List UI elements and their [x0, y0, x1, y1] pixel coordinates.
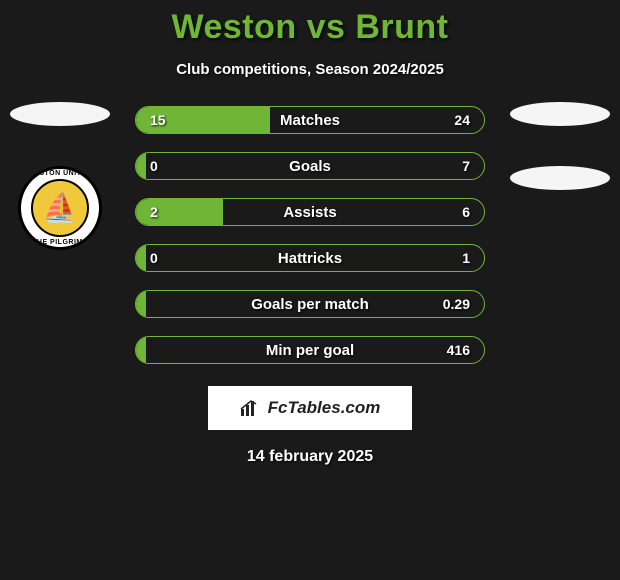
- stat-row: 2Assists6: [135, 198, 485, 226]
- club-badge-inner: ⛵: [31, 179, 89, 237]
- stat-right-value: 6: [462, 199, 470, 225]
- stat-label: Goals: [136, 153, 484, 179]
- comparison-card: Weston vs Brunt Club competitions, Seaso…: [0, 0, 620, 466]
- left-clubs-column: BOSTON UNITED ⛵ THE PILGRIMS: [10, 102, 110, 250]
- stat-label: Goals per match: [136, 291, 484, 317]
- fctables-logo-icon: [240, 399, 262, 417]
- stat-row: 0Hattricks1: [135, 244, 485, 272]
- subtitle: Club competitions, Season 2024/2025: [0, 61, 620, 78]
- club-badge-placeholder-right-2: [510, 166, 610, 190]
- stat-right-value: 0.29: [443, 291, 470, 317]
- right-clubs-column: [510, 102, 610, 230]
- stat-row: 15Matches24: [135, 106, 485, 134]
- stat-label: Min per goal: [136, 337, 484, 363]
- branding-box: FcTables.com: [208, 386, 412, 430]
- stat-row: Goals per match0.29: [135, 290, 485, 318]
- stat-right-value: 416: [447, 337, 470, 363]
- stat-row: Min per goal416: [135, 336, 485, 364]
- ship-icon: ⛵: [43, 194, 78, 222]
- stat-right-value: 7: [462, 153, 470, 179]
- club-badge-boston-united: BOSTON UNITED ⛵ THE PILGRIMS: [18, 166, 102, 250]
- branding-text: FcTables.com: [268, 398, 381, 418]
- page-title: Weston vs Brunt: [0, 8, 620, 47]
- stat-label: Assists: [136, 199, 484, 225]
- club-badge-text-top: BOSTON UNITED: [21, 170, 99, 177]
- date-label: 14 february 2025: [0, 448, 620, 466]
- club-badge-placeholder-right-1: [510, 102, 610, 126]
- stat-label: Hattricks: [136, 245, 484, 271]
- stat-bars: 15Matches24 0Goals7 2Assists6 0Hattricks1 Go…: [135, 106, 485, 364]
- stat-right-value: 1: [462, 245, 470, 271]
- stat-row: 0Goals7: [135, 152, 485, 180]
- club-badge-text-bottom: THE PILGRIMS: [21, 239, 99, 246]
- club-badge-placeholder-left-1: [10, 102, 110, 126]
- stat-label: Matches: [136, 107, 484, 133]
- stats-area: BOSTON UNITED ⛵ THE PILGRIMS 15Matches24…: [0, 106, 620, 364]
- branding-content: FcTables.com: [240, 398, 381, 418]
- stat-right-value: 24: [454, 107, 470, 133]
